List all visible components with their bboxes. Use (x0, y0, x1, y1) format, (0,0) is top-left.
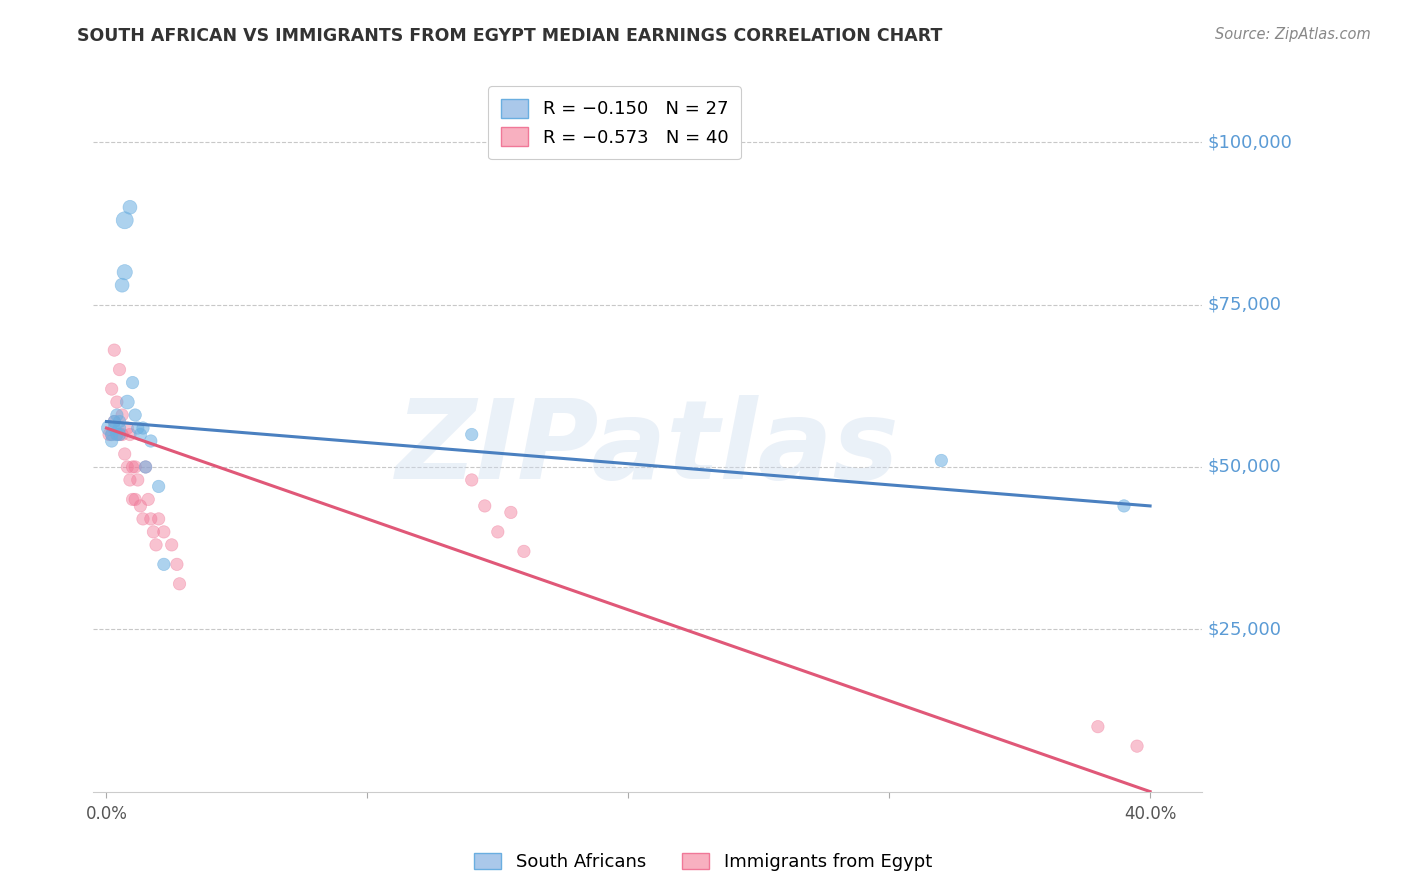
Point (124, 408, 146, 422)
Point (136, 492, 159, 507)
Point (169, 577, 191, 591)
Point (117, 421, 139, 435)
Point (129, 499, 152, 513)
Point (132, 421, 155, 435)
Point (124, 460, 146, 475)
Point (100, 434, 122, 448)
Point (103, 415, 125, 429)
Point (105, 408, 128, 422)
Point (127, 473, 149, 487)
Point (124, 492, 146, 507)
Point (100, 382, 122, 396)
Point (153, 558, 176, 572)
Point (139, 434, 162, 448)
Text: $75,000: $75,000 (1208, 295, 1282, 314)
Text: $25,000: $25,000 (1208, 620, 1282, 639)
Point (145, 538, 167, 552)
Text: SOUTH AFRICAN VS IMMIGRANTS FROM EGYPT MEDIAN EARNINGS CORRELATION CHART: SOUTH AFRICAN VS IMMIGRANTS FROM EGYPT M… (77, 27, 942, 45)
Text: ZIPatlas: ZIPatlas (396, 395, 900, 502)
Point (111, 278, 134, 293)
Point (108, 427, 131, 442)
Point (114, 213, 136, 227)
Point (142, 524, 165, 539)
Point (148, 479, 170, 493)
Point (1087, 720, 1109, 734)
Point (474, 499, 496, 513)
Point (129, 427, 152, 442)
Point (114, 447, 136, 461)
Point (127, 421, 149, 435)
Point (118, 473, 141, 487)
Point (148, 512, 170, 526)
Point (461, 473, 484, 487)
Point (132, 512, 155, 526)
Point (135, 460, 157, 475)
Point (1126, 739, 1149, 753)
Text: $50,000: $50,000 (1208, 458, 1281, 476)
Point (108, 415, 131, 429)
Point (166, 558, 188, 572)
Point (100, 427, 122, 442)
Point (118, 200, 141, 214)
Point (105, 427, 128, 442)
Point (100, 427, 122, 442)
Point (160, 538, 183, 552)
Point (114, 265, 136, 279)
Point (117, 460, 139, 475)
Point (103, 421, 125, 435)
Point (499, 505, 522, 519)
Point (108, 421, 131, 435)
Text: Source: ZipAtlas.com: Source: ZipAtlas.com (1215, 27, 1371, 42)
Point (1112, 499, 1135, 513)
Point (105, 395, 128, 409)
Point (139, 512, 162, 526)
Point (98, 427, 121, 442)
Point (105, 427, 128, 442)
Point (117, 395, 139, 409)
Point (153, 524, 176, 539)
Point (931, 453, 953, 467)
Point (121, 460, 143, 475)
Point (111, 427, 134, 442)
Legend: R = −0.150   N = 27, R = −0.573   N = 40: R = −0.150 N = 27, R = −0.573 N = 40 (488, 87, 741, 160)
Point (118, 427, 141, 442)
Point (103, 343, 125, 358)
Point (513, 544, 536, 558)
Point (103, 415, 125, 429)
Legend: South Africans, Immigrants from Egypt: South Africans, Immigrants from Egypt (467, 846, 939, 879)
Point (486, 524, 509, 539)
Point (121, 376, 143, 390)
Point (98, 421, 121, 435)
Point (135, 460, 157, 475)
Point (108, 362, 131, 376)
Point (121, 492, 143, 507)
Text: $100,000: $100,000 (1208, 134, 1292, 152)
Point (108, 427, 131, 442)
Point (461, 427, 484, 442)
Point (111, 408, 134, 422)
